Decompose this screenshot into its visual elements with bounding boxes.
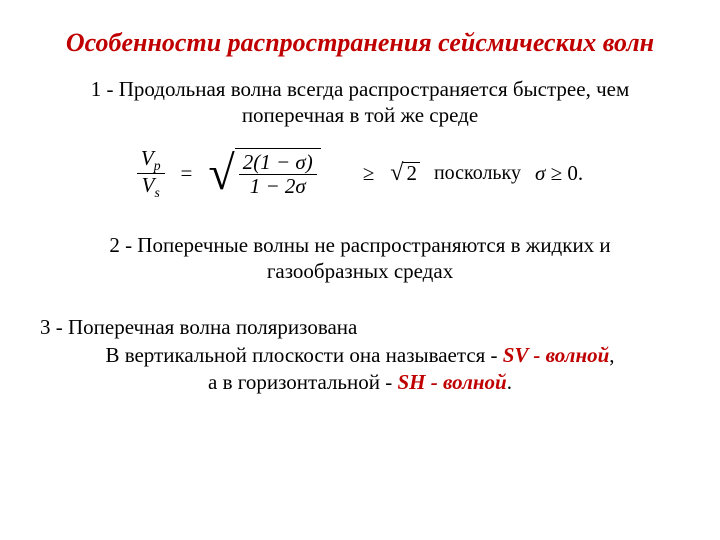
point-2-line-2: газообразных средах xyxy=(267,259,453,283)
lhs-den-var: V xyxy=(142,173,155,197)
equals-sign: = xyxy=(179,161,195,186)
formula: Vp Vs = √ 2(1 − σ) 1 − 2σ ≥ xyxy=(36,147,684,200)
cond-rest: ≥ 0 xyxy=(545,161,578,185)
rhs-num-b: ) xyxy=(306,150,313,174)
point-3-line-2a: В вертикальной плоскости она называется … xyxy=(105,343,502,367)
rhs-den-sigma: σ xyxy=(295,174,305,198)
point-1-line-1: 1 - Продольная волна всегда распространя… xyxy=(91,77,630,101)
point-1-line-2: поперечная в той же среде xyxy=(242,103,478,127)
lhs-num-var: V xyxy=(141,146,154,170)
sqrt-2: √ 2 xyxy=(390,162,420,184)
lhs-den-sub: s xyxy=(154,185,159,200)
point-3-line-3b: . xyxy=(507,370,512,394)
slide-title: Особенности распространения сейсмических… xyxy=(36,28,684,58)
sqrt-2-value: 2 xyxy=(403,162,420,183)
rhs-den-a: 1 − 2 xyxy=(250,174,296,198)
radical-small-icon: √ xyxy=(390,162,403,184)
formula-lhs-fraction: Vp Vs xyxy=(137,147,165,200)
point-2-line-1: 2 - Поперечные волны не распространяются… xyxy=(109,233,610,257)
since-label: поскольку xyxy=(434,162,521,185)
slide: Особенности распространения сейсмических… xyxy=(0,0,720,540)
sv-wave-label: SV - волной xyxy=(503,343,610,367)
formula-rhs-sqrt: √ 2(1 − σ) 1 − 2σ xyxy=(208,148,320,198)
radical-icon: √ xyxy=(208,150,234,200)
lhs-num-sub: p xyxy=(154,158,161,173)
sh-wave-label: SH - волной xyxy=(397,370,506,394)
point-3-line-3a: а в горизонтальной - xyxy=(208,370,397,394)
geq-sign: ≥ xyxy=(361,161,377,186)
point-3: 3 - Поперечная волна поляризована В верт… xyxy=(40,314,680,396)
point-3-line-1: 3 - Поперечная волна поляризована xyxy=(40,315,357,339)
point-1: 1 - Продольная волна всегда распространя… xyxy=(40,76,680,129)
condition: σ ≥ 0. xyxy=(535,161,583,186)
point-3-line-2b: , xyxy=(609,343,614,367)
cond-sigma: σ xyxy=(535,161,545,185)
rhs-num-sigma: σ xyxy=(295,150,305,174)
point-2: 2 - Поперечные волны не распространяются… xyxy=(40,232,680,285)
rhs-fraction: 2(1 − σ) 1 − 2σ xyxy=(239,151,317,198)
rhs-num-a: 2(1 − xyxy=(243,150,296,174)
cond-dot: . xyxy=(578,161,583,185)
